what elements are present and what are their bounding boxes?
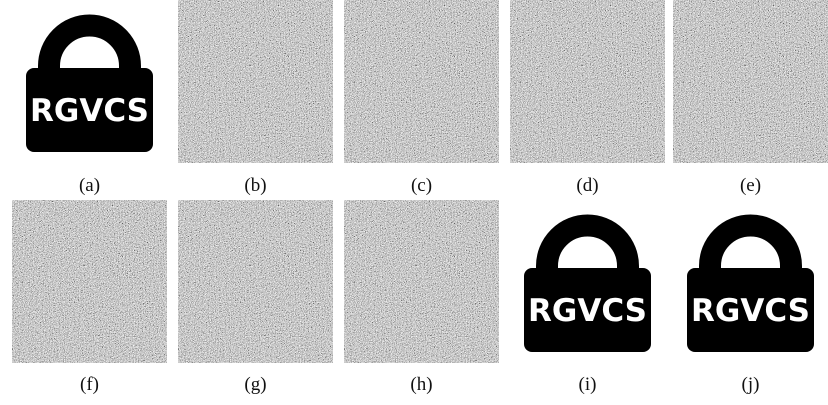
panel <box>344 0 499 163</box>
figure: RGVCS (a) (b) (c) (d) (e) (f) (g) (h) RGVCS (i) RGV… <box>0 0 828 405</box>
lock-shackle <box>710 226 791 275</box>
panel <box>510 0 665 163</box>
noise-image <box>344 200 499 363</box>
noise-image <box>178 200 333 363</box>
noise-image <box>12 200 167 363</box>
panel-caption: (j) <box>742 374 760 395</box>
noise-image <box>178 0 333 163</box>
panel <box>178 0 333 163</box>
panel <box>673 0 828 163</box>
lock-text: RGVCS <box>691 293 810 329</box>
panel-caption: (a) <box>79 175 100 196</box>
lock-text: RGVCS <box>528 293 647 329</box>
panel <box>344 200 499 363</box>
panel-caption: (g) <box>244 374 266 395</box>
panel-caption: (b) <box>244 175 266 196</box>
panel-caption: (c) <box>411 175 432 196</box>
panel <box>12 200 167 363</box>
lock-text: RGVCS <box>30 93 149 129</box>
panel <box>178 200 333 363</box>
panel-caption: (e) <box>740 175 761 196</box>
panel-caption: (f) <box>80 374 99 395</box>
lock-shackle <box>547 226 628 275</box>
panel-caption: (i) <box>579 374 597 395</box>
noise-image <box>510 0 665 163</box>
panel: RGVCS <box>524 226 651 353</box>
panel-caption: (h) <box>410 374 432 395</box>
panel-caption: (d) <box>576 175 598 196</box>
noise-image <box>673 0 828 163</box>
noise-image <box>344 0 499 163</box>
panel: RGVCS <box>687 226 814 353</box>
panel: RGVCS <box>26 26 153 153</box>
lock-shackle <box>49 26 130 75</box>
